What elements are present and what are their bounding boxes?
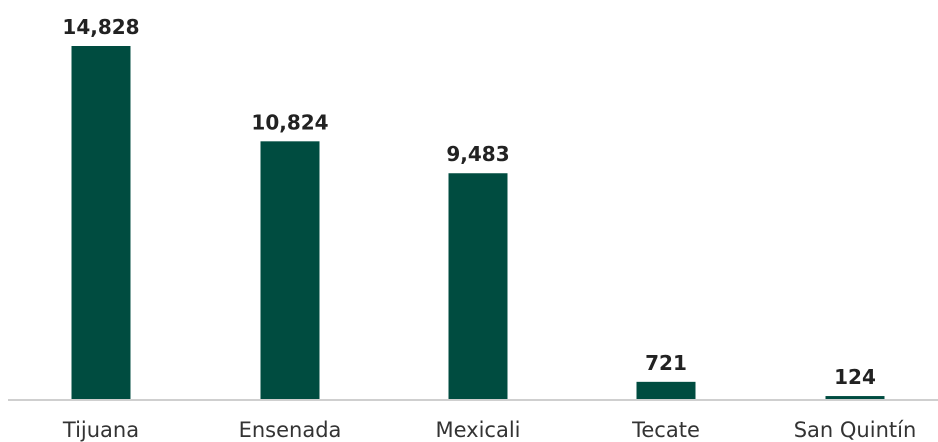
value-label: 10,824 — [251, 110, 328, 134]
bar-ensenada — [260, 141, 320, 399]
value-label: 721 — [645, 351, 687, 375]
category-label: San Quintín — [794, 418, 917, 442]
category-labels-group: Tijuana Ensenada Mexicali Tecate San Quintín — [62, 418, 916, 442]
value-labels-group: 14,828 10,824 9,483 721 124 — [62, 15, 875, 389]
bar-tecate — [636, 381, 696, 399]
bar-tijuana — [71, 46, 131, 399]
bars-group — [71, 46, 885, 399]
category-label: Tecate — [631, 418, 700, 442]
value-label: 124 — [834, 365, 876, 389]
value-label: 14,828 — [62, 15, 139, 39]
value-label: 9,483 — [446, 142, 509, 166]
category-label: Tijuana — [62, 418, 139, 442]
bar-san-quint-n — [825, 396, 885, 399]
category-label: Ensenada — [239, 418, 342, 442]
category-label: Mexicali — [435, 418, 520, 442]
bar-mexicali — [448, 173, 508, 399]
